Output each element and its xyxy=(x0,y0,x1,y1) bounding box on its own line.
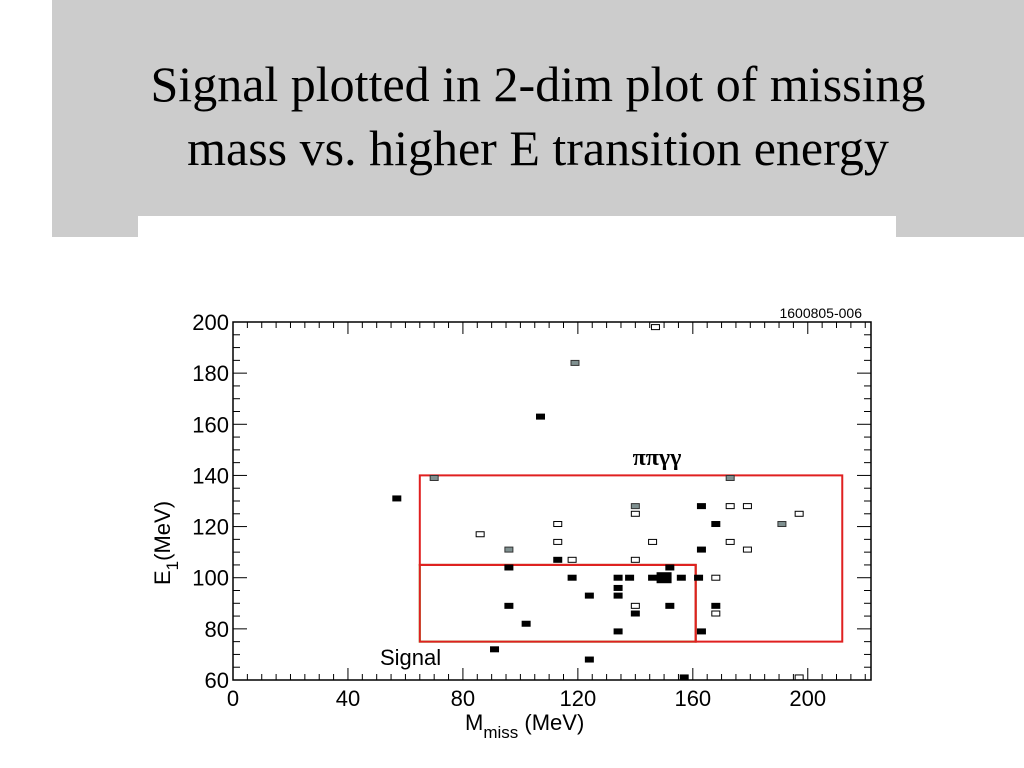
x-tick-label: 0 xyxy=(227,686,239,711)
y-axis-title: E1(MeV) xyxy=(150,501,182,585)
data-point xyxy=(665,602,675,609)
y-tick-label: 120 xyxy=(192,515,229,540)
y-tick-label: 160 xyxy=(192,412,229,437)
data-point xyxy=(553,538,563,545)
data-point xyxy=(679,674,689,681)
data-point xyxy=(475,531,485,538)
data-point xyxy=(742,503,752,510)
data-point xyxy=(521,620,531,627)
data-point xyxy=(648,574,658,581)
data-point xyxy=(553,521,563,528)
slide-title: Signal plotted in 2-dim plot of missing … xyxy=(52,52,1024,180)
data-point xyxy=(630,610,640,617)
data-point xyxy=(696,628,706,635)
data-point xyxy=(536,413,546,420)
data-point xyxy=(630,503,640,510)
x-tick-label: 200 xyxy=(789,686,826,711)
data-point xyxy=(570,359,580,366)
data-point xyxy=(694,574,704,581)
data-point xyxy=(794,674,804,681)
data-point xyxy=(742,546,752,553)
title-band-notch xyxy=(138,216,896,238)
y-tick-label: 180 xyxy=(192,361,229,386)
slide-title-line-2: mass vs. higher E transition energy xyxy=(187,120,889,176)
data-point xyxy=(711,521,721,528)
data-point xyxy=(567,556,577,563)
data-point xyxy=(777,521,787,528)
y-axis-title-unit: (MeV) xyxy=(150,501,175,561)
data-point xyxy=(630,510,640,517)
data-point xyxy=(504,546,514,553)
data-point xyxy=(648,538,658,545)
data-point xyxy=(613,592,623,599)
data-point xyxy=(711,610,721,617)
tick-layer xyxy=(232,321,871,681)
data-point xyxy=(725,538,735,545)
data-point xyxy=(625,574,635,581)
data-point xyxy=(630,556,640,563)
tick-label-layer: 0 40 80 120 160 200 60 80 100 120 140 160 180 200 xyxy=(192,310,826,711)
slide-title-line-1: Signal plotted in 2-dim plot of missing xyxy=(150,56,926,112)
data-point xyxy=(630,602,640,609)
data-point xyxy=(553,556,563,563)
data-point xyxy=(794,510,804,517)
y-tick-label: 140 xyxy=(192,463,229,488)
figure-id: 1600805-006 xyxy=(779,305,862,321)
data-point xyxy=(676,574,686,581)
y-tick-label: 200 xyxy=(192,310,229,335)
x-tick-label: 160 xyxy=(674,686,711,711)
data-point xyxy=(725,503,735,510)
y-axis-title-sub: 1 xyxy=(163,561,182,570)
x-tick-label: 40 xyxy=(336,686,360,711)
x-tick-label: 80 xyxy=(451,686,475,711)
region-label-signal: Signal xyxy=(380,645,441,670)
data-point xyxy=(490,646,500,653)
data-point xyxy=(613,584,623,591)
y-tick-label: 80 xyxy=(205,617,229,642)
x-axis-title-sub: miss xyxy=(483,723,518,742)
data-point xyxy=(429,474,439,481)
data-point xyxy=(584,656,594,663)
region-outline-inner xyxy=(418,563,697,643)
data-point xyxy=(567,574,577,581)
data-point xyxy=(696,503,706,510)
x-axis-title-unit: (MeV) xyxy=(518,710,584,735)
plot-frame xyxy=(232,321,872,681)
x-axis-title: Mmiss (MeV) xyxy=(465,710,584,742)
data-point xyxy=(665,564,675,571)
data-point xyxy=(656,572,672,584)
data-point xyxy=(504,564,514,571)
data-point xyxy=(392,495,402,502)
region-layer xyxy=(418,474,844,643)
x-axis-title-main: M xyxy=(465,710,483,735)
data-point xyxy=(504,602,514,609)
data-point xyxy=(613,574,623,581)
data-point xyxy=(696,546,706,553)
data-point xyxy=(650,324,660,331)
data-point xyxy=(584,592,594,599)
region-label-pipigg: ππγγ xyxy=(633,445,682,471)
data-point-layer xyxy=(392,324,804,681)
title-band xyxy=(52,0,1024,237)
data-point xyxy=(725,474,735,481)
data-point xyxy=(711,574,721,581)
data-point xyxy=(613,628,623,635)
data-point xyxy=(711,602,721,609)
y-axis-title-main: E xyxy=(150,570,175,585)
y-tick-label: 60 xyxy=(205,668,229,693)
y-tick-label: 100 xyxy=(192,566,229,591)
x-tick-label: 120 xyxy=(560,686,597,711)
